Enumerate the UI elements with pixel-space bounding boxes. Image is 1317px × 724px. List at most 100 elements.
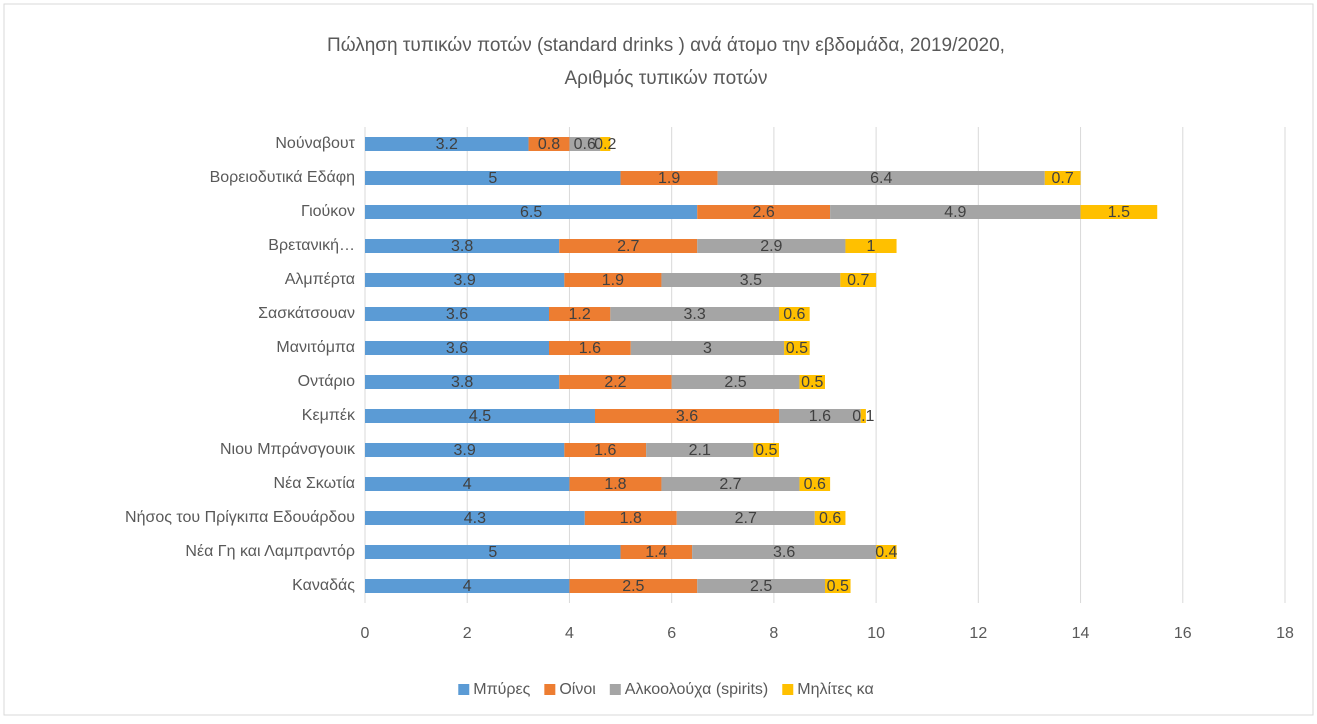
bar-segment: [559, 375, 672, 389]
value-label: 2.7: [735, 510, 757, 527]
x-tick-label: 18: [1276, 625, 1294, 642]
x-tick-label: 12: [969, 625, 987, 642]
value-label: 0.5: [755, 442, 777, 459]
value-label: 3.9: [454, 272, 476, 289]
legend-swatch: [544, 684, 556, 695]
bar-segment: [692, 545, 877, 559]
value-label: 1.6: [809, 408, 831, 425]
bar-segment: [600, 137, 611, 151]
y-tick-label: Σασκάτσουαν: [258, 305, 355, 322]
bar-segment: [779, 307, 810, 321]
value-label: 3.6: [446, 340, 468, 357]
bar-segment: [697, 205, 831, 219]
y-tick-label: Νούναβουτ: [275, 135, 355, 152]
x-tick-label: 0: [361, 625, 370, 642]
x-tick-label: 2: [463, 625, 472, 642]
bar-segment: [584, 511, 677, 525]
bar-segment: [365, 273, 565, 287]
bar-segment: [365, 375, 560, 389]
value-label: 2.2: [604, 374, 626, 391]
bar-segment: [784, 341, 810, 355]
bar-segment: [1044, 171, 1081, 185]
legend-label: Μπύρες: [473, 681, 530, 698]
bar-segment: [549, 307, 611, 321]
y-tick-label: Οντάριο: [298, 373, 355, 390]
value-label: 2.5: [724, 374, 746, 391]
value-label: 1.8: [604, 476, 626, 493]
y-tick-label: Γιούκον: [301, 203, 355, 220]
value-label: 0.8: [538, 136, 560, 153]
y-tick-label: Νήσος του Πρίγκιπα Εδουάρδου: [125, 509, 355, 526]
chart-subtitle: Αριθμός τυπικών ποτών: [564, 68, 767, 89]
legend-swatch: [782, 684, 794, 695]
value-label: 3: [703, 340, 712, 357]
x-tick-label: 14: [1072, 625, 1090, 642]
bar-segment: [365, 545, 621, 559]
bar-segment: [559, 239, 698, 253]
bar-segment: [830, 205, 1081, 219]
x-tick-label: 16: [1174, 625, 1192, 642]
bar-segment: [646, 443, 754, 457]
bar-segment: [753, 443, 779, 457]
value-label: 5: [488, 170, 497, 187]
value-label: 2.5: [622, 578, 644, 595]
y-tick-label: Βορειοδυτικά Εδάφη: [210, 169, 355, 186]
value-label: 6.5: [520, 204, 542, 221]
bar-segment: [365, 409, 595, 423]
bar-segment: [620, 171, 718, 185]
value-label: 0.2: [594, 136, 616, 153]
value-label: 0.6: [819, 510, 841, 527]
value-label: 1.6: [579, 340, 601, 357]
x-tick-label: 4: [565, 625, 574, 642]
x-tick-label: 8: [769, 625, 778, 642]
value-label: 4: [463, 476, 472, 493]
bar-segment: [365, 239, 560, 253]
y-tick-label: Καναδάς: [292, 577, 355, 594]
value-label: 3.3: [684, 306, 706, 323]
legend-swatch: [609, 684, 621, 695]
bar-segment: [671, 375, 800, 389]
bar-segment: [569, 579, 698, 593]
value-label: 3.6: [773, 544, 795, 561]
y-tick-label: Νέα Σκωτία: [274, 475, 355, 492]
value-label: 0.5: [801, 374, 823, 391]
y-tick-label: Αλμπέρτα: [285, 271, 355, 288]
value-label: 2.5: [750, 578, 772, 595]
value-label: 3.8: [451, 238, 473, 255]
bar-segment: [595, 409, 779, 423]
bar-segment: [365, 341, 549, 355]
bar-segment: [549, 341, 631, 355]
bar-segment: [564, 443, 647, 457]
bar-segment: [825, 579, 851, 593]
legend-label: Μηλίτες κα: [797, 681, 873, 698]
value-label: 0.6: [783, 306, 805, 323]
y-tick-label: Βρετανική…: [268, 237, 355, 254]
value-label: 4: [463, 578, 472, 595]
y-tick-label: Νέα Γη και Λαμπραντόρ: [185, 543, 355, 560]
value-label: 2.7: [719, 476, 741, 493]
value-label: 1.6: [594, 442, 616, 459]
value-label: 1.5: [1108, 204, 1130, 221]
chart-border: [3, 3, 1314, 716]
bar-segment: [528, 137, 570, 151]
bar-segment: [620, 545, 693, 559]
bar-segment: [779, 409, 861, 423]
bar-segment: [717, 171, 1045, 185]
bar-segment: [676, 511, 815, 525]
value-label: 0.7: [1052, 170, 1074, 187]
bar-segment: [799, 477, 831, 491]
bar-segment: [661, 273, 841, 287]
bar-segment: [610, 307, 779, 321]
value-label: 0.7: [847, 272, 869, 289]
value-label: 1.9: [602, 272, 624, 289]
value-label: 1.4: [645, 544, 667, 561]
legend-label: Αλκοολούχα (spirits): [625, 681, 768, 698]
value-label: 1: [867, 238, 876, 255]
bar-segment: [697, 579, 825, 593]
value-label: 4.3: [464, 510, 486, 527]
value-label: 1.2: [569, 306, 591, 323]
bar-segment: [661, 477, 800, 491]
bar-segment: [365, 171, 621, 185]
value-label: 1.9: [658, 170, 680, 187]
value-label: 3.6: [446, 306, 468, 323]
